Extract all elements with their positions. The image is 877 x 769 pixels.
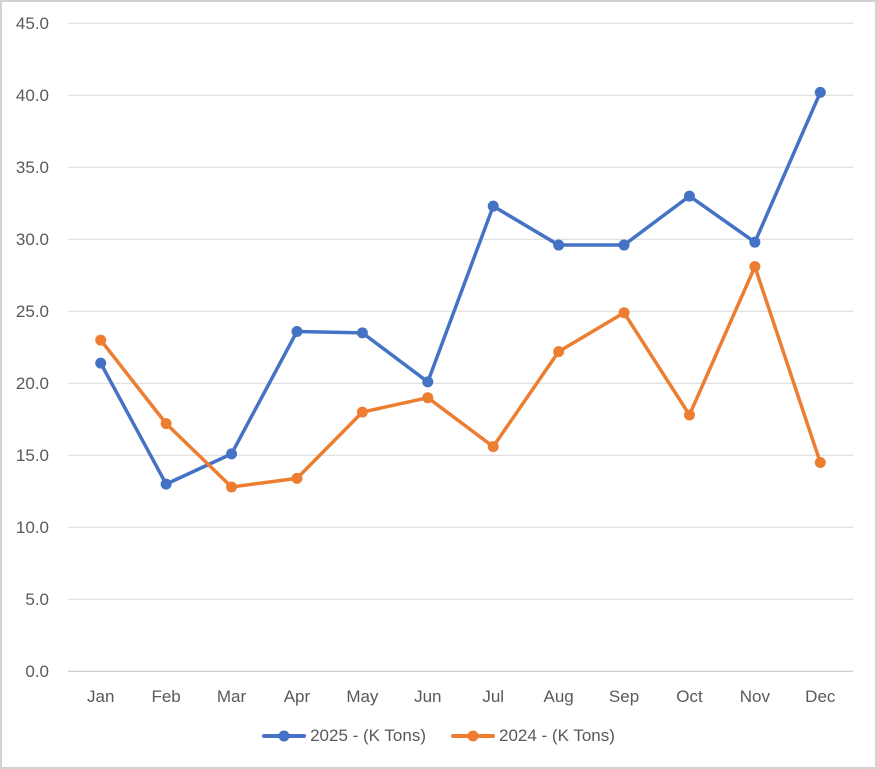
data-point-marker [291,325,303,337]
y-tick-label: 10.0 [16,518,49,537]
y-tick-label: 35.0 [16,158,49,177]
legend-label-2025: 2025 - (K Tons) [310,726,426,745]
x-tick-label: Jul [482,687,504,706]
chart-legend: 2025 - (K Tons) 2024 - (K Tons) [2,726,875,746]
x-tick-label: Nov [740,687,771,706]
data-point-marker [95,334,107,346]
y-tick-label: 30.0 [16,230,49,249]
legend-marker-2025-icon [262,730,307,742]
x-tick-label: Jan [87,687,114,706]
legend-marker-2024-icon [451,730,495,742]
data-point-marker [226,448,238,460]
series-line-2024 [98,264,823,489]
legend-dot-2025-icon [278,730,290,742]
x-tick-label: Apr [284,687,311,706]
data-point-marker [749,261,761,273]
y-tick-label: 0.0 [25,662,49,681]
series-line-2025 [98,90,823,486]
x-tick-label: Feb [151,687,180,706]
data-point-marker [487,200,499,212]
data-point-marker [618,239,630,251]
y-tick-label: 15.0 [16,446,49,465]
data-point-marker [553,346,565,358]
data-point-marker [291,472,303,484]
x-tick-label: Aug [544,687,574,706]
data-point-marker [814,86,826,98]
data-point-marker [356,327,368,339]
data-point-marker [95,357,107,369]
data-point-marker [749,236,761,248]
x-tick-label: Mar [217,687,247,706]
x-tick-label: Dec [805,687,836,706]
data-point-marker [160,418,172,430]
legend-label-2024: 2024 - (K Tons) [499,726,615,745]
x-tick-label: Sep [609,687,639,706]
legend-item-2024: 2024 - (K Tons) [451,726,615,746]
data-point-marker [422,392,434,404]
data-point-marker [814,457,826,468]
data-point-marker [487,441,499,453]
y-tick-label: 20.0 [16,374,49,393]
y-tick-label: 25.0 [16,302,49,321]
legend-item-2025: 2025 - (K Tons) [262,726,426,746]
y-tick-label: 40.0 [16,86,49,105]
data-point-marker [356,406,368,418]
data-point-marker [618,307,630,319]
data-point-marker [422,376,434,388]
data-point-marker [683,409,695,421]
legend-dot-2024-icon [467,730,479,742]
data-point-marker [226,481,238,493]
data-point-marker [160,478,172,490]
x-tick-label: May [346,687,379,706]
data-point-marker [683,190,695,202]
x-tick-label: Jun [414,687,441,706]
x-tick-label: Oct [676,687,703,706]
data-point-marker [553,239,565,251]
y-tick-label: 5.0 [25,590,49,609]
y-tick-label: 45.0 [16,14,49,33]
